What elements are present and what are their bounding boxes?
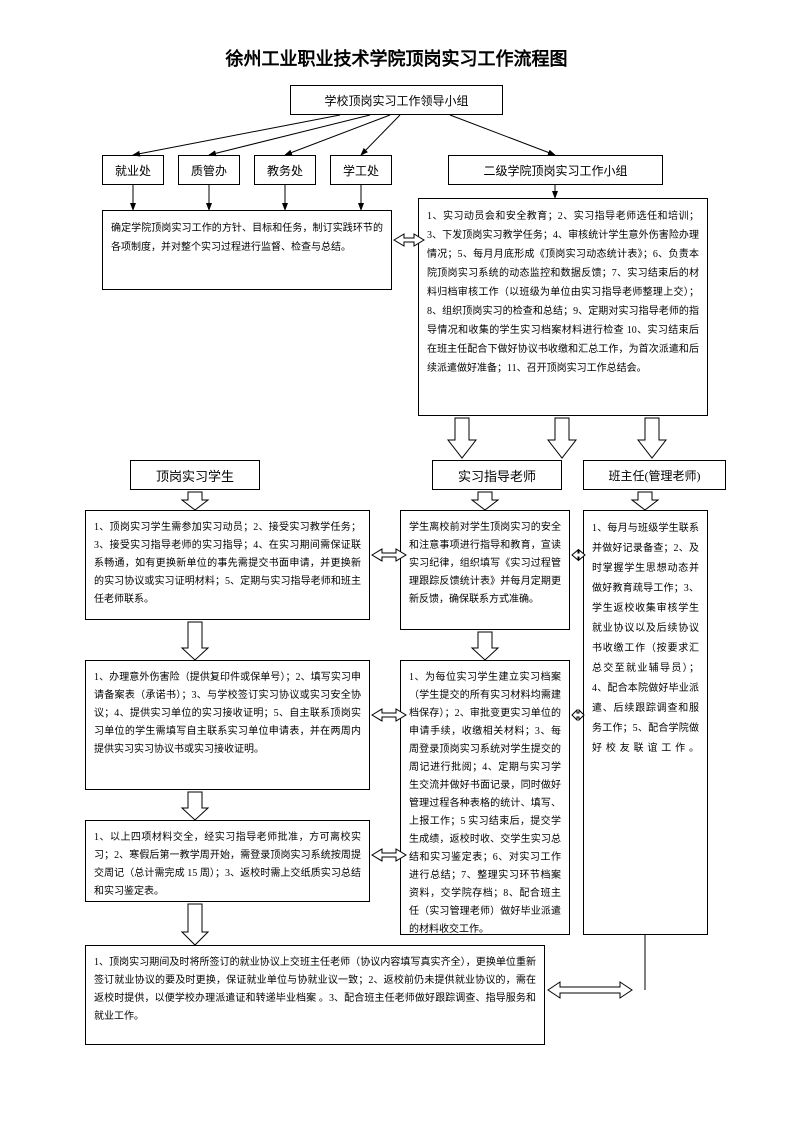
col3-header: 班主任(管理老师) [583,460,726,490]
node-dept4: 学工处 [330,155,392,185]
node-group2: 二级学院顶岗实习工作小组 [448,155,663,185]
c3-box1: 1、每月与班级学生联系并做好记录备查；2、及时掌握学生思想动态并做好教育疏导工作… [583,510,708,935]
page-title: 徐州工业职业技术学院顶岗实习工作流程图 [0,45,793,71]
node-left-policy: 确定学院顶岗实习工作的方针、目标和任务，制订实践环节的各项制度，并对整个实习过程… [102,210,392,290]
c1-box3: 1、以上四项材料交全，经实习指导老师批准，方可离校实习；2、寒假后第一教学周开始… [85,820,370,902]
col2-header: 实习指导老师 [432,460,562,490]
c1-box4: 1、顶岗实习期间及时将所签订的就业协议上交班主任老师（协议内容填写真实齐全），更… [85,945,545,1045]
node-dept1: 就业处 [102,155,164,185]
c1-box2: 1、办理意外伤害险（提供复印件或保单号）；2、填写实习申请备案表（承诺书）；3、… [85,660,370,790]
node-top: 学校顶岗实习工作领导小组 [290,85,503,115]
c1-box1: 1、顶岗实习学生需参加实习动员；2、接受实习教学任务；3、接受实习指导老师的实习… [85,510,370,620]
c2-box2: 1、为每位实习学生建立实习档案（学生提交的所有实习材料均需建档保存）；2、审批变… [400,660,570,935]
node-dept2: 质管办 [178,155,240,185]
col1-header: 顶岗实习学生 [130,460,260,490]
node-right-big: 1、实习动员会和安全教育；2、实习指导老师选任和培训；3、下发顶岗实习教学任务；… [418,198,708,416]
node-dept3: 教务处 [254,155,316,185]
c2-box1: 学生离校前对学生顶岗实习的安全和注意事项进行指导和教育，宣读实习纪律，组织填写《… [400,510,570,630]
